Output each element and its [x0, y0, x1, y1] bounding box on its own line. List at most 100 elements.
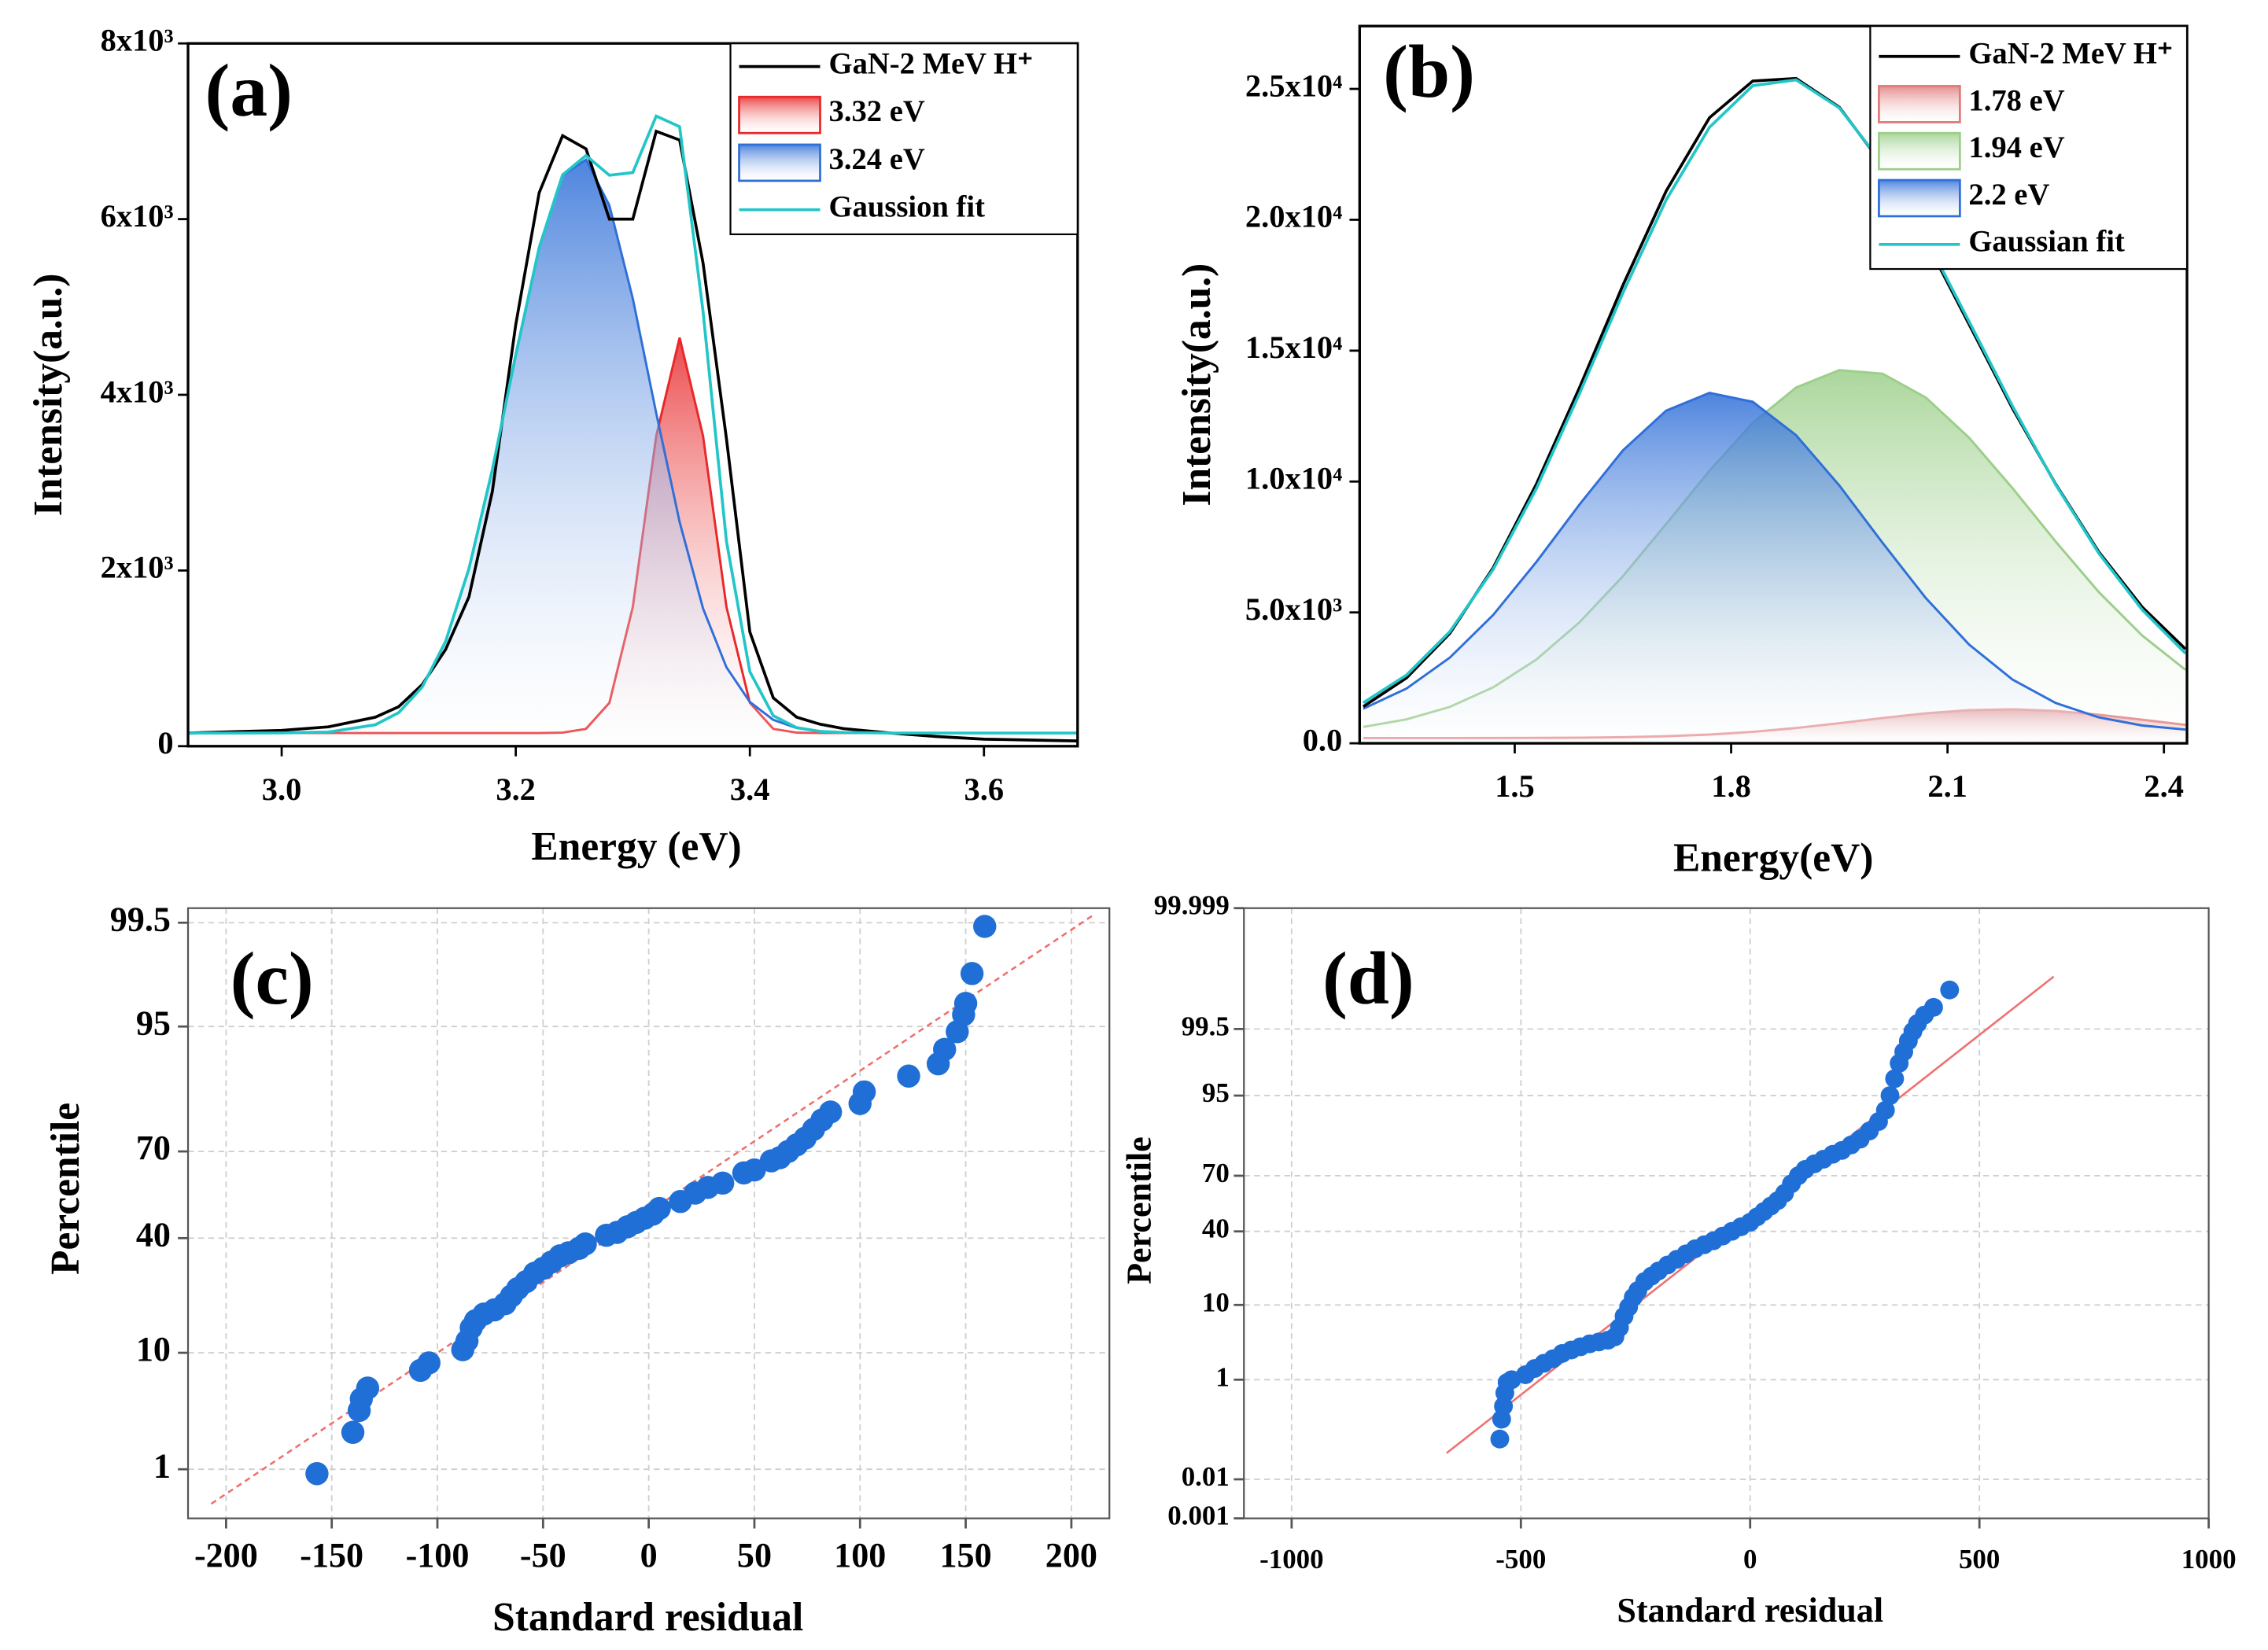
area-fill — [1363, 392, 2186, 744]
legend-label: 3.32 eV — [829, 95, 925, 128]
y-tick-label: 1 — [1215, 1361, 1229, 1392]
y-tick-label: 99.999 — [1154, 890, 1230, 921]
y-tick-label: 1 — [153, 1446, 171, 1485]
point — [818, 1100, 843, 1124]
x-tick-label: 50 — [737, 1536, 772, 1574]
x-axis-label: Energy(eV) — [1673, 836, 1873, 881]
y-axis-label: Intensity(a.u.) — [1175, 263, 1219, 506]
point — [341, 1420, 365, 1444]
x-tick-label: 3.2 — [496, 772, 536, 807]
legend-label: GaN-2 MeV H⁺ — [829, 47, 1034, 80]
x-tick-label: 1.5 — [1495, 768, 1535, 804]
y-tick-label: 8x10³ — [101, 22, 174, 57]
x-tick-label: 3.4 — [730, 772, 770, 807]
y-axis-label: Percentile — [43, 1103, 88, 1275]
point — [647, 1196, 671, 1221]
point — [897, 1064, 920, 1088]
legend-swatch — [738, 95, 821, 134]
y-tick-label: 0 — [157, 725, 173, 761]
point — [1885, 1069, 1905, 1088]
x-tick-label: 2.4 — [2144, 768, 2184, 804]
point — [1880, 1086, 1900, 1106]
panel-label: (b) — [1383, 30, 1475, 113]
plot-area — [1362, 76, 2187, 744]
plot-frame — [1243, 907, 2210, 1519]
y-tick-label: 70 — [136, 1129, 171, 1167]
x-tick-label: 2.1 — [1927, 768, 1967, 804]
x-axis-label: Standard residual — [1617, 1591, 1883, 1630]
point — [573, 1232, 597, 1256]
point — [743, 1158, 766, 1182]
legend-swatch — [1878, 179, 1961, 218]
x-tick-label: -150 — [300, 1536, 363, 1574]
y-tick-label: 40 — [1202, 1214, 1230, 1244]
x-tick-label: -200 — [194, 1536, 258, 1574]
legend-label: 1.94 eV — [1968, 131, 2064, 164]
point — [960, 962, 984, 985]
y-tick-label: 2.5x10⁴ — [1245, 68, 1342, 103]
plot-area — [210, 913, 1096, 1505]
panel: -1000 -500 0 500 1000 0.001 0.01 1 10 40 70 95 99.5 9… — [1120, 890, 2237, 1630]
y-tick-label: 2.0x10⁴ — [1245, 199, 1342, 234]
legend-box — [729, 42, 1079, 236]
y-axis-label: Intensity(a.u.) — [26, 274, 71, 517]
legend-swatch — [1878, 131, 1961, 171]
point — [1940, 980, 1960, 1000]
point — [1923, 997, 1943, 1017]
x-tick-label: -100 — [406, 1536, 470, 1574]
y-tick-label: 1.5x10⁴ — [1245, 330, 1342, 365]
x-tick-label: 3.6 — [964, 772, 1004, 807]
panel: 3.0 3.2 3.4 3.6 0 2x10³ 4x10³ 6x10³ 8x10³ (a) Ener… — [26, 22, 1079, 869]
x-tick-label: 0 — [1743, 1544, 1757, 1574]
x-tick-label: 3.0 — [262, 772, 302, 807]
y-tick-label: 0.001 — [1167, 1501, 1230, 1531]
point — [710, 1171, 735, 1195]
x-tick-label: 150 — [939, 1536, 991, 1574]
x-tick-label: 1000 — [2181, 1544, 2237, 1574]
point — [953, 992, 978, 1015]
area-outline — [1363, 392, 2186, 731]
y-tick-label: 0.01 — [1182, 1461, 1230, 1492]
x-tick-label: 1.8 — [1711, 768, 1751, 804]
line — [188, 129, 1078, 742]
legend-label: GaN-2 MeV H⁺ — [1968, 38, 2173, 71]
y-tick-label: 2x10³ — [101, 550, 174, 585]
y-tick-label: 4x10³ — [101, 374, 174, 409]
y-tick-label: 10 — [1202, 1287, 1230, 1317]
legend-label: 3.24 eV — [829, 143, 925, 176]
point — [973, 915, 997, 938]
point — [1875, 1100, 1895, 1120]
point — [1490, 1429, 1510, 1449]
x-tick-label: -1000 — [1259, 1544, 1323, 1574]
panel: 1.5 1.8 2.1 2.4 0.0 5.0x10³ 1.0x10⁴ 1.5x10⁴ 2.0x… — [1175, 24, 2189, 881]
legend-label: Gaussion fit — [829, 191, 986, 224]
y-tick-label: 95 — [136, 1004, 171, 1042]
panel-label: (a) — [205, 49, 293, 132]
legend-swatch — [738, 143, 821, 182]
area-fill — [188, 159, 1078, 746]
x-axis-label: Standard residual — [492, 1595, 803, 1640]
x-tick-label: 200 — [1045, 1536, 1097, 1574]
plot-area — [1446, 975, 2055, 1454]
y-tick-label: 40 — [136, 1215, 171, 1254]
plot-frame — [1358, 24, 2189, 745]
legend-label: 1.78 eV — [1968, 84, 2064, 117]
legend-swatch — [1878, 85, 1961, 123]
line — [1362, 78, 2187, 705]
line — [188, 114, 1078, 735]
y-tick-label: 10 — [136, 1330, 171, 1368]
legend-label: 2.2 eV — [1968, 179, 2049, 212]
point — [356, 1376, 380, 1400]
x-axis-label: Energy (eV) — [531, 824, 741, 869]
y-tick-label: 0.0 — [1303, 722, 1343, 757]
point — [933, 1037, 957, 1062]
x-tick-label: 100 — [834, 1536, 886, 1574]
legend-label: Gaussian fit — [1968, 226, 2125, 259]
panel-label: (c) — [230, 937, 314, 1020]
plot-area — [188, 114, 1078, 746]
y-tick-label: 70 — [1202, 1158, 1230, 1188]
y-tick-label: 99.5 — [1182, 1011, 1230, 1041]
y-tick-label: 99.5 — [110, 900, 171, 938]
